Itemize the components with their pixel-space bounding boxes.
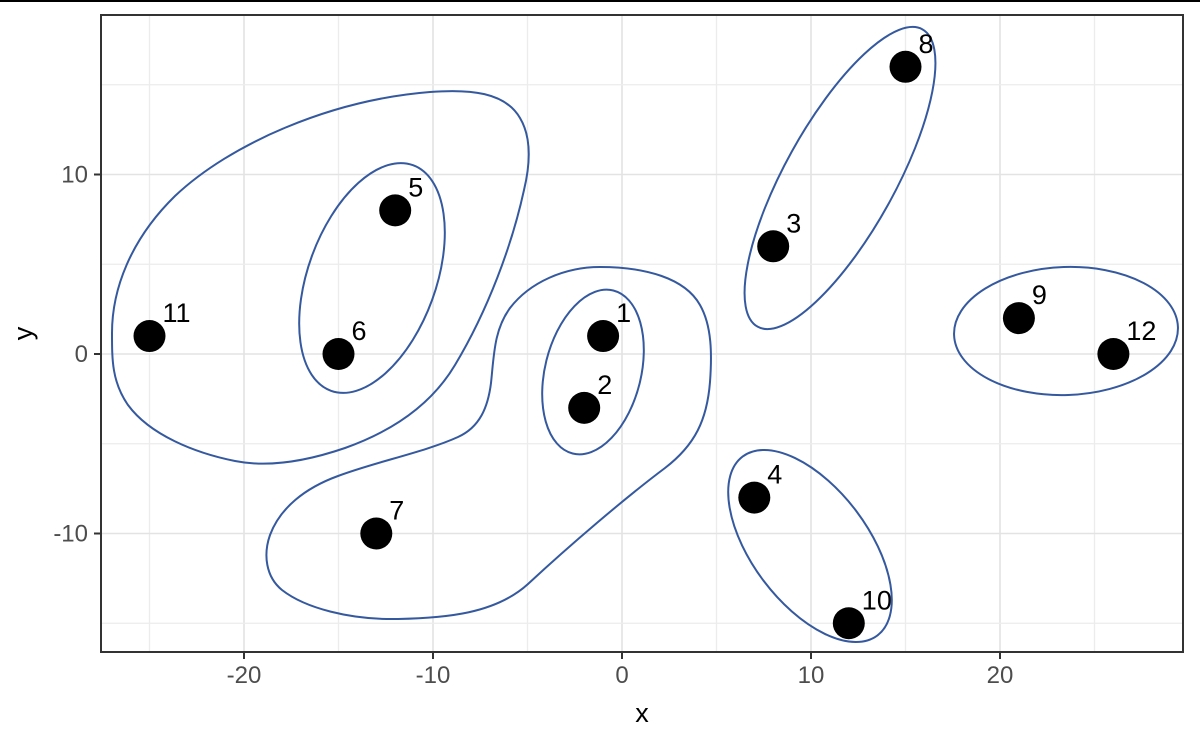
data-point-label-12: 12 <box>1126 316 1156 346</box>
data-point-9 <box>1002 302 1035 335</box>
y-tick-label: 10 <box>61 162 88 189</box>
data-point-4 <box>738 481 771 514</box>
y-tick-label: -10 <box>53 521 88 548</box>
data-point-8 <box>889 50 922 83</box>
cluster-ellipse-1-2 <box>541 288 645 456</box>
y-tick-label: 0 <box>75 341 88 368</box>
cluster-ellipse-4-10 <box>727 448 893 644</box>
x-tick-label: 0 <box>615 662 628 689</box>
data-point-label-2: 2 <box>597 370 612 400</box>
x-tick-label: 10 <box>798 662 825 689</box>
data-point-label-8: 8 <box>919 29 934 59</box>
data-point-11 <box>133 320 166 353</box>
x-tick-label: 20 <box>987 662 1014 689</box>
data-point-label-7: 7 <box>389 496 404 526</box>
cluster-ellipse-9-12 <box>953 265 1179 397</box>
data-point-5 <box>379 194 412 227</box>
x-axis-title: x <box>635 698 649 728</box>
data-point-10 <box>832 607 865 640</box>
data-point-label-4: 4 <box>767 460 782 490</box>
data-point-label-11: 11 <box>163 298 191 328</box>
window-top-border <box>0 0 1200 2</box>
cluster-outline-5-6-11 <box>110 90 530 465</box>
data-point-label-10: 10 <box>862 585 892 615</box>
data-point-6 <box>322 338 355 370</box>
data-point-3 <box>757 230 790 263</box>
data-point-label-6: 6 <box>352 316 367 346</box>
data-point-2 <box>568 391 601 424</box>
data-point-label-9: 9 <box>1032 280 1047 310</box>
data-point-12 <box>1097 338 1130 370</box>
data-point-label-5: 5 <box>408 172 423 202</box>
cluster-ellipse-3-8 <box>743 25 937 331</box>
data-point-label-1: 1 <box>616 298 631 328</box>
data-point-1 <box>587 320 620 353</box>
cluster-ellipse-5-6 <box>298 162 446 394</box>
x-tick-label: -20 <box>227 662 262 689</box>
x-tick-label: -10 <box>416 662 451 689</box>
data-point-7 <box>360 517 393 550</box>
cluster-outline-1-2-7 <box>265 265 712 621</box>
data-point-label-3: 3 <box>786 208 801 238</box>
y-axis-title: y <box>8 326 38 340</box>
panel-border <box>100 14 1184 653</box>
